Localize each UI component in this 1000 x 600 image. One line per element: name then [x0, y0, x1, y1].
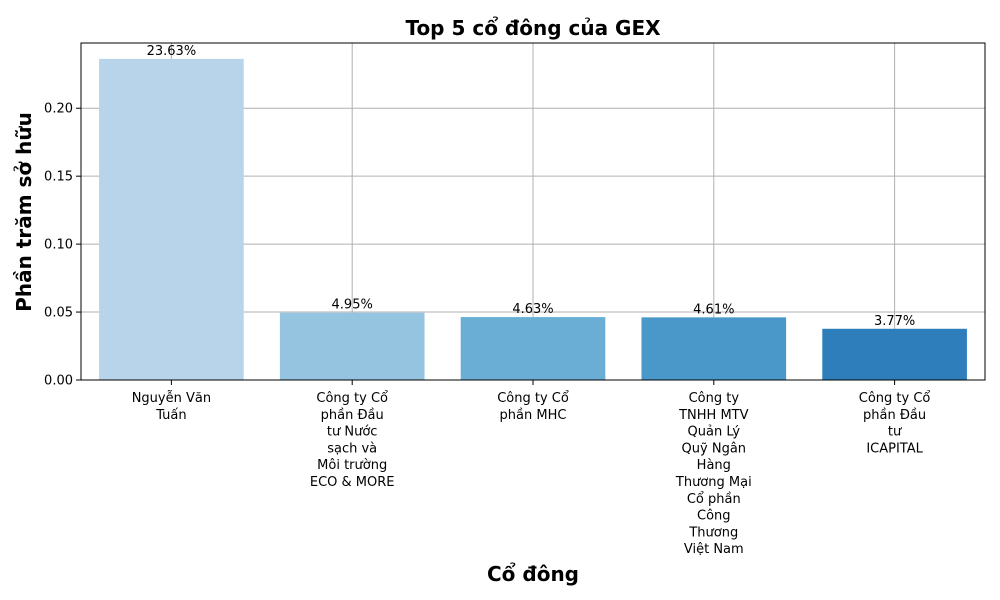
- x-tick-label: Công ty Cổ phần Đầu tư ICAPITAL: [859, 391, 931, 456]
- bar-value-label: 3.77%: [874, 314, 915, 329]
- chart-title: Top 5 cổ đông của GEX: [405, 16, 661, 40]
- x-tick-label: Nguyễn Văn Tuấn: [132, 391, 211, 423]
- bar: [460, 317, 606, 380]
- bar-value-label: 4.61%: [693, 302, 734, 317]
- bar-value-label: 4.95%: [332, 298, 373, 313]
- bar: [99, 58, 244, 380]
- x-axis-title: Cổ đông: [487, 562, 579, 586]
- bar: [279, 312, 425, 380]
- label-layer: 23.63% 4.95% 4.63% 4.61% 3.77%: [147, 44, 916, 329]
- y-tick-label: 0.15: [44, 170, 73, 185]
- y-tick-label: 0.10: [44, 238, 73, 253]
- x-tick-label: Công ty Cổ phần MHC: [497, 391, 569, 423]
- y-tick-label: 0.20: [44, 102, 73, 117]
- axis-layer: 0.00 0.05 0.10 0.15 0.20 Nguyễn Văn Tuấn Công t…: [44, 42, 986, 557]
- x-tick-label: Công ty TNHH MTV Quản Lý Quỹ Ngân Hàng Thương…: [675, 391, 752, 557]
- bar-layer: [99, 58, 967, 380]
- bar-value-label: 4.63%: [512, 302, 553, 317]
- bar: [641, 317, 787, 380]
- bar: [822, 328, 967, 380]
- y-axis-title: Phần trăm sở hữu: [12, 112, 36, 312]
- y-tick-label: 0.05: [44, 306, 73, 321]
- bar-value-label: 23.63%: [147, 44, 197, 59]
- y-tick-label: 0.00: [44, 374, 73, 389]
- plot-frame: [80, 42, 986, 381]
- x-tick-label: Công ty Cổ phần Đầu tư Nước sạch và Môi trườ…: [310, 391, 395, 490]
